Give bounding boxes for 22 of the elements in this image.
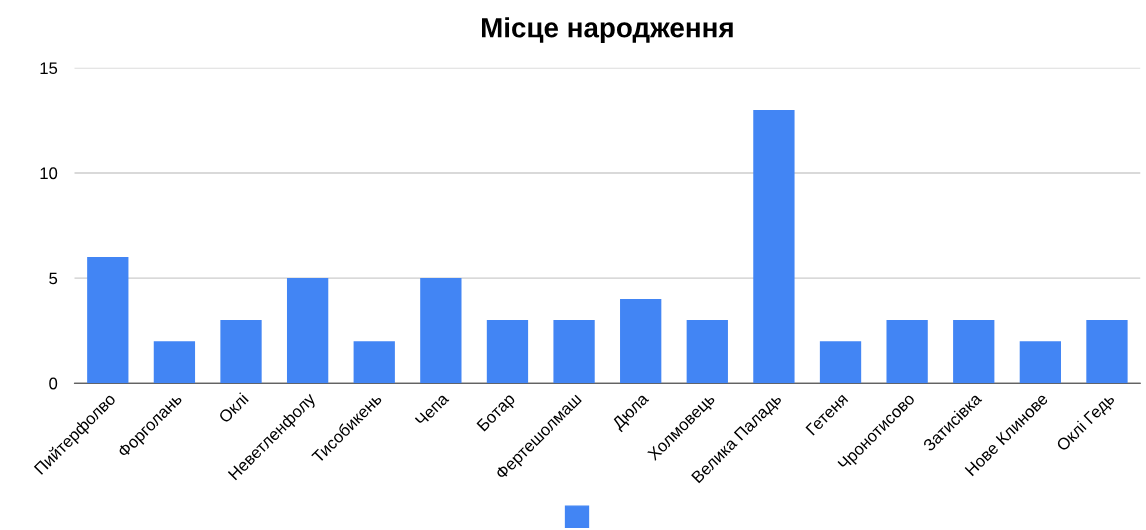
- bar: [1086, 320, 1128, 384]
- bar: [87, 257, 129, 384]
- bar: [620, 299, 662, 384]
- y-tick-label: 5: [49, 272, 58, 285]
- bar: [220, 320, 262, 384]
- bar: [420, 278, 462, 384]
- x-tick-label: Чепа: [414, 391, 450, 427]
- bar: [486, 320, 529, 384]
- y-tick-label: 0: [49, 377, 58, 390]
- y-tick-label: 15: [40, 62, 58, 75]
- chart-title: Місце народження: [482, 17, 733, 44]
- bar: [153, 341, 196, 384]
- bar: [886, 320, 928, 384]
- bar: [353, 341, 395, 384]
- bar: [286, 278, 329, 384]
- bar: [819, 341, 862, 384]
- bar: [553, 320, 595, 384]
- y-tick-label: 10: [40, 167, 58, 180]
- bar: [753, 109, 795, 384]
- bar: [1019, 341, 1061, 384]
- bar: [953, 320, 995, 384]
- bar: [686, 320, 728, 384]
